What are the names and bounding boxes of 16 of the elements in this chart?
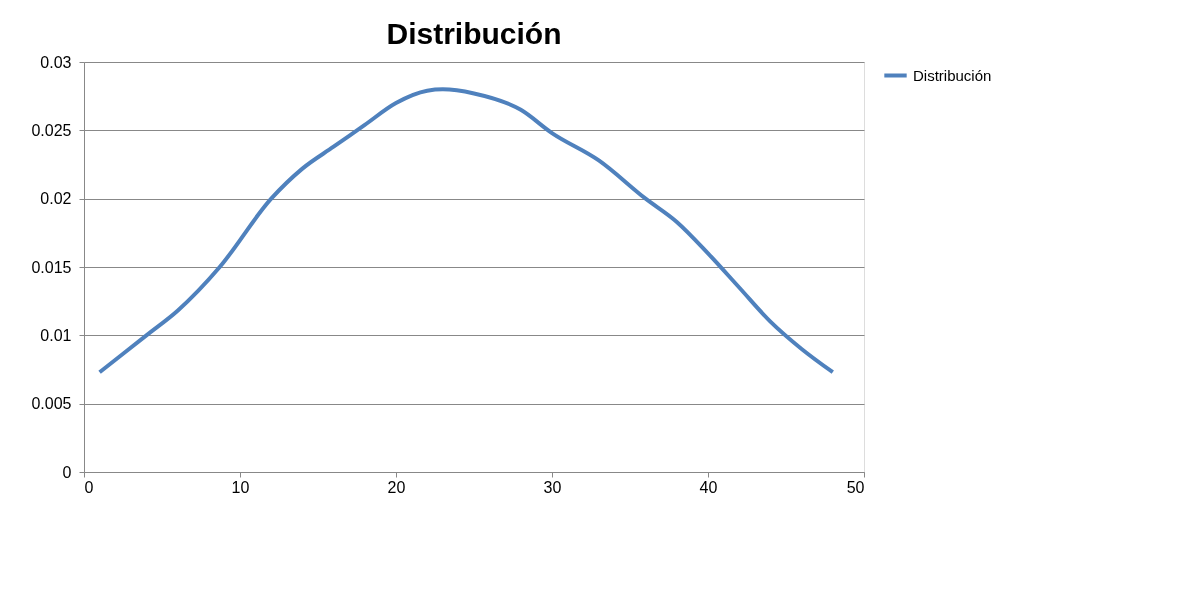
chart-title: Distribución [386,17,562,50]
y-tick-label: 0.01 [40,326,72,344]
x-tick-label: 0 [84,478,94,496]
x-tick-label: 20 [387,478,406,496]
line-series [97,87,835,375]
x-tick-label: 30 [543,478,562,496]
y-tick-label: 0.015 [31,258,72,276]
x-tick-label: 40 [699,478,718,496]
y-tick-label: 0.025 [31,121,72,139]
x-tick-label: 10 [231,478,250,496]
y-tick-label: 0.005 [31,395,72,413]
y-tick-label: 0.02 [40,190,72,208]
y-tick-label: 0.03 [40,53,72,71]
legend-label: Distribución [913,66,992,84]
x-tick-label: 50 [846,478,865,496]
y-tick-label: 0 [62,463,72,481]
